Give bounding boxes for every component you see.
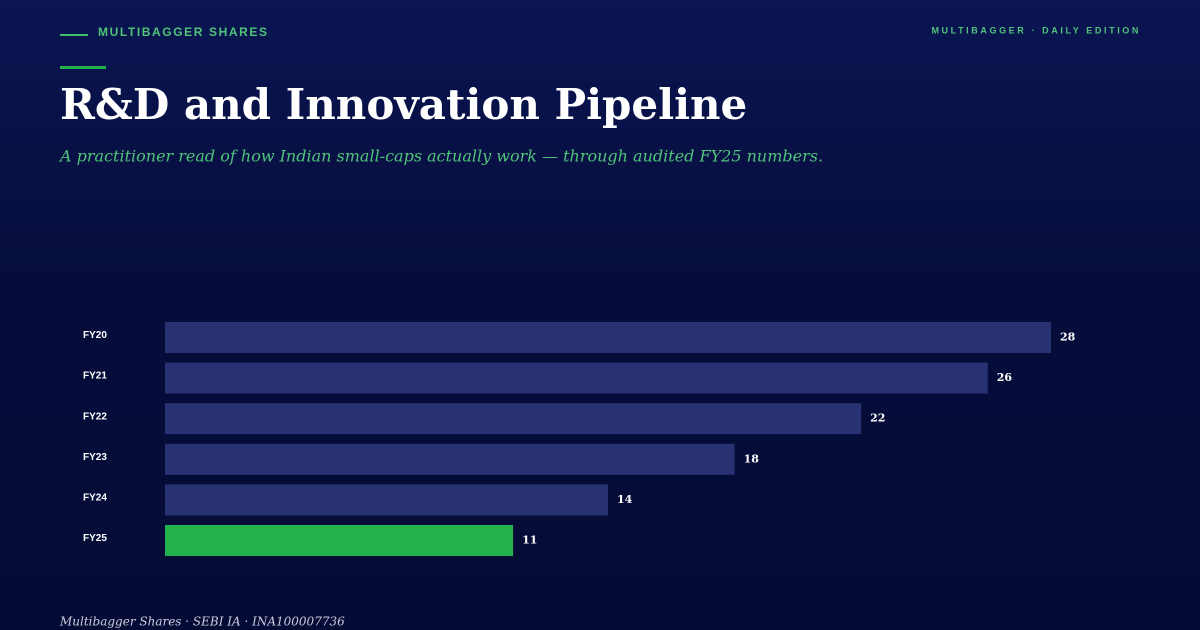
bar [165, 322, 1051, 353]
bar [165, 443, 735, 475]
value-label: 26 [997, 371, 1013, 384]
footer: Multibagger Shares · SEBI IA · INA100007… [59, 615, 345, 629]
value-label: 14 [617, 493, 633, 506]
value-label: 11 [522, 534, 537, 547]
edition: MULTIBAGGER · DAILY EDITION [931, 25, 1141, 35]
category-label: FY20 [83, 330, 107, 341]
category-label: FY21 [83, 371, 107, 382]
chart-title: R&D and Innovation Pipeline [60, 80, 747, 129]
value-label: 18 [744, 452, 760, 465]
value-label: 22 [870, 412, 885, 425]
category-label: FY25 [83, 533, 107, 544]
bar [165, 525, 514, 556]
bar [165, 484, 608, 516]
category-label: FY22 [83, 411, 107, 422]
chart-subtitle: A practitioner read of how Indian small-… [58, 147, 823, 166]
value-label: 28 [1060, 331, 1076, 344]
category-label: FY24 [83, 493, 107, 504]
bar [165, 403, 862, 435]
bar [165, 362, 988, 394]
brand: MULTIBAGGER SHARES [98, 25, 269, 39]
category-label: FY23 [83, 452, 107, 463]
title-rule [60, 66, 106, 69]
